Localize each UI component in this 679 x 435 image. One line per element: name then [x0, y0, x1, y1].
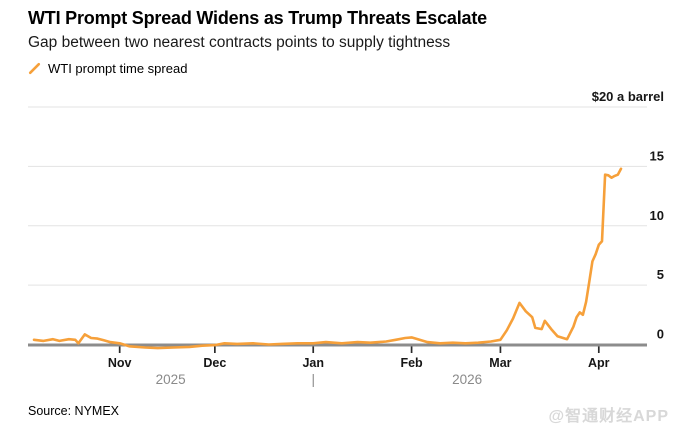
y-tick-label: 5 [657, 267, 664, 282]
chart-subtitle: Gap between two nearest contracts points… [28, 34, 451, 51]
y-tick-label: 15 [650, 148, 664, 163]
year-label-2025: 2025 [156, 372, 186, 387]
y-tick-label: 10 [650, 208, 664, 223]
chart-title: WTI Prompt Spread Widens as Trump Threat… [28, 8, 487, 28]
series-line [32, 167, 623, 350]
x-tick-label: Apr [588, 356, 610, 370]
legend-label: WTI prompt time spread [48, 61, 188, 76]
y-tick-label: $20 a barrel [592, 89, 664, 104]
y-tick-label: 0 [657, 327, 664, 342]
x-tick-label: Dec [203, 356, 226, 370]
year-label-2026: 2026 [452, 372, 482, 387]
x-tick-label: Jan [302, 356, 324, 370]
year-divider: | [311, 372, 315, 387]
source-note: Source: NYMEX [28, 404, 120, 418]
legend: WTI prompt time spread [28, 61, 487, 76]
x-tick-label: Feb [400, 356, 423, 370]
line-series-slash-icon [28, 62, 41, 75]
x-tick-label: Mar [489, 356, 511, 370]
chart-header: WTI Prompt Spread Widens as Trump Threat… [28, 7, 487, 76]
watermark: @智通财经APP [548, 408, 669, 425]
x-tick-label: Nov [108, 356, 132, 370]
